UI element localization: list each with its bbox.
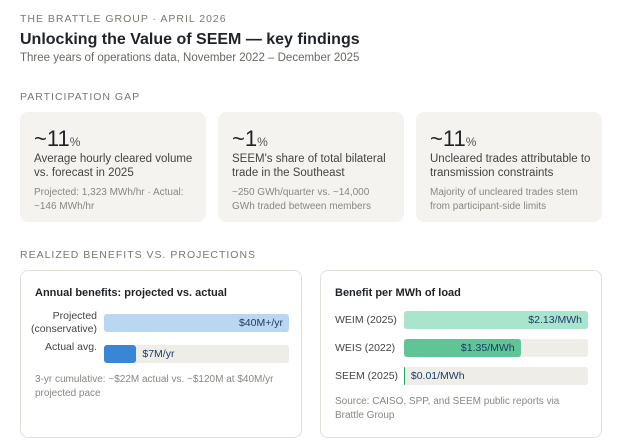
stat-card: ~11% Uncleared trades attributable to tra… xyxy=(416,112,602,222)
kicker: THE BRATTLE GROUP · APRIL 2026 xyxy=(20,13,227,25)
stat-description: Uncleared trades attributable to transmi… xyxy=(430,153,591,179)
panel: Annual benefits: projected vs. actual 3-… xyxy=(20,270,302,438)
bar xyxy=(104,314,289,332)
panel-title: Benefit per MWh of load xyxy=(335,287,461,299)
bar-track: $40M+/yr xyxy=(104,314,289,332)
stat-value: ~11 xyxy=(430,126,466,151)
subtitle: Three years of operations data, November… xyxy=(20,52,360,64)
value-label: $40M+/yr xyxy=(238,317,283,329)
bar-track: $7M/yr xyxy=(104,345,289,363)
bar-label: WEIM (2025) xyxy=(335,314,397,326)
bar-track: $1.35/MWh xyxy=(404,339,588,357)
value-label: $7M/yr xyxy=(142,348,175,360)
bar-track: $2.13/MWh xyxy=(404,311,588,329)
bar xyxy=(404,339,521,357)
bar-label: Projected (conservative) xyxy=(31,310,97,335)
panel: Benefit per MWh of load Source: CAISO, S… xyxy=(320,270,602,438)
value-label: $2.13/MWh xyxy=(528,314,582,326)
value-label: $0.01/MWh xyxy=(410,370,465,382)
stat: ~11% xyxy=(34,126,80,152)
stat-card: ~11% Average hourly cleared volume vs. fo… xyxy=(20,112,206,222)
stat-note: ~250 GWh/quarter vs. ~14,000 GWh traded … xyxy=(232,187,371,212)
bar-label: WEIS (2022) xyxy=(335,342,396,354)
bar-label: SEEM (2025) xyxy=(335,370,399,382)
stat-description: SEEM's share of total bilateral trade in… xyxy=(232,153,386,179)
stat-card: ~1% SEEM's share of total bilateral trade… xyxy=(218,112,404,222)
stat-description: Average hourly cleared volume vs. foreca… xyxy=(34,153,193,179)
section-heading: PARTICIPATION GAP xyxy=(20,91,141,103)
bar-track: $0.01/MWh xyxy=(404,367,588,385)
stat-unit: % xyxy=(69,135,81,149)
bar xyxy=(404,311,588,329)
panel-note: Source: CAISO, SPP, and SEEM public repo… xyxy=(335,396,560,421)
bar xyxy=(404,367,405,385)
stat-value: ~1 xyxy=(232,126,258,151)
title: Unlocking the Value of SEEM — key findin… xyxy=(20,31,360,48)
panel-title: Annual benefits: projected vs. actual xyxy=(35,287,227,299)
bar xyxy=(104,345,137,363)
bar-label: Actual avg. xyxy=(45,341,97,353)
value-label: $1.35/MWh xyxy=(460,342,515,354)
panel-note: 3-yr cumulative: ~$22M actual vs. ~$120M… xyxy=(35,374,274,399)
stat-unit: % xyxy=(465,135,477,149)
stat-value: ~11 xyxy=(34,126,70,151)
section-heading: REALIZED BENEFITS VS. PROJECTIONS xyxy=(20,249,257,261)
stat: ~11% xyxy=(430,126,476,152)
stat: ~1% xyxy=(232,126,268,152)
stat-note: Majority of uncleared trades stem from p… xyxy=(430,187,578,212)
stat-note: Projected: 1,323 MWh/hr · Actual: ~146 M… xyxy=(34,187,184,212)
stat-unit: % xyxy=(257,135,268,149)
